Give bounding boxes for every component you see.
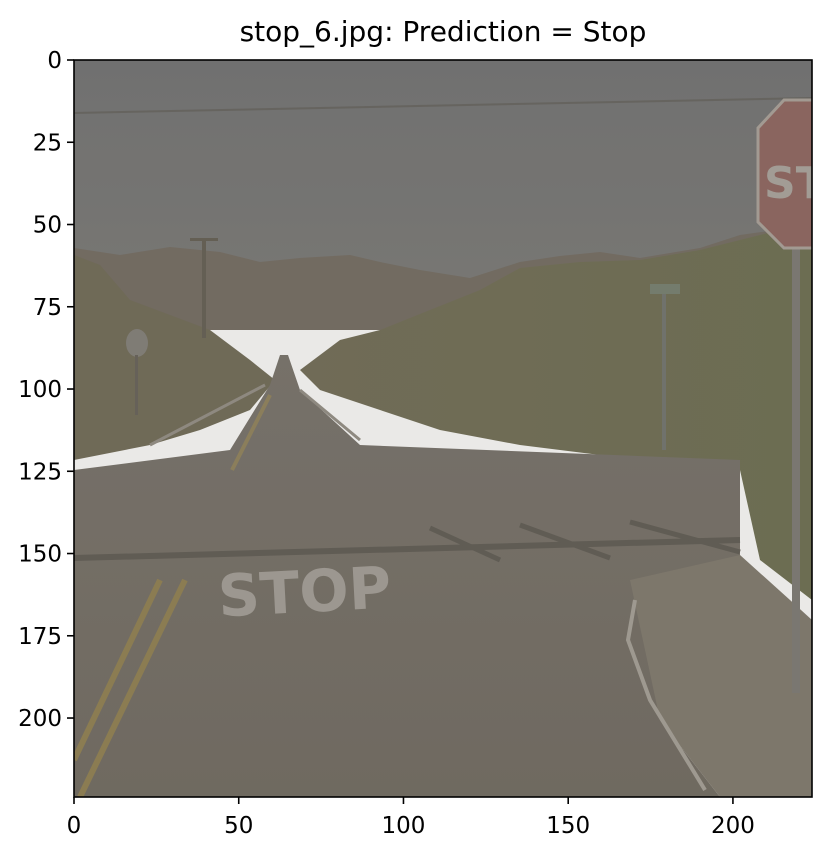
x-axis: 0 50 100 150 200	[67, 797, 755, 839]
road	[74, 355, 740, 797]
street-sign-pole	[662, 290, 666, 450]
road-stop-marking: STOP	[216, 554, 392, 631]
y-tick-label: 0	[47, 48, 62, 74]
y-tick-label: 175	[18, 624, 62, 650]
stop-sign-post	[792, 248, 800, 693]
road-shoulder	[630, 555, 812, 797]
y-axis: 0 25 50 75 100 125 150 175 200	[18, 48, 74, 732]
stop-line	[74, 537, 741, 561]
y-tick-label: 100	[18, 377, 62, 403]
power-line	[74, 97, 812, 114]
y-tick-label: 25	[33, 130, 62, 156]
y-tick-label: 150	[18, 542, 62, 568]
photo: STOP STO	[74, 60, 836, 797]
figure-title: stop_6.jpg: Prediction = Stop	[240, 15, 647, 48]
x-tick-label: 200	[711, 813, 755, 839]
utility-pole	[202, 238, 206, 338]
stop-sign-text: STO	[764, 158, 836, 209]
y-tick-label: 125	[18, 459, 62, 485]
x-tick-label: 0	[67, 813, 82, 839]
y-tick-label: 200	[18, 706, 62, 732]
yellow-centerline-near	[74, 578, 163, 762]
axes-frame	[73, 59, 813, 798]
y-tick-label: 75	[33, 295, 62, 321]
y-tick-label: 50	[33, 213, 62, 239]
x-tick-label: 100	[382, 813, 426, 839]
yellow-centerline-far	[230, 394, 272, 471]
x-tick-label: 150	[546, 813, 590, 839]
stop-sign	[756, 98, 812, 250]
right-trees	[300, 230, 812, 600]
x-tick-label: 50	[224, 813, 253, 839]
left-trees	[74, 255, 275, 460]
distant-sign	[126, 329, 148, 357]
